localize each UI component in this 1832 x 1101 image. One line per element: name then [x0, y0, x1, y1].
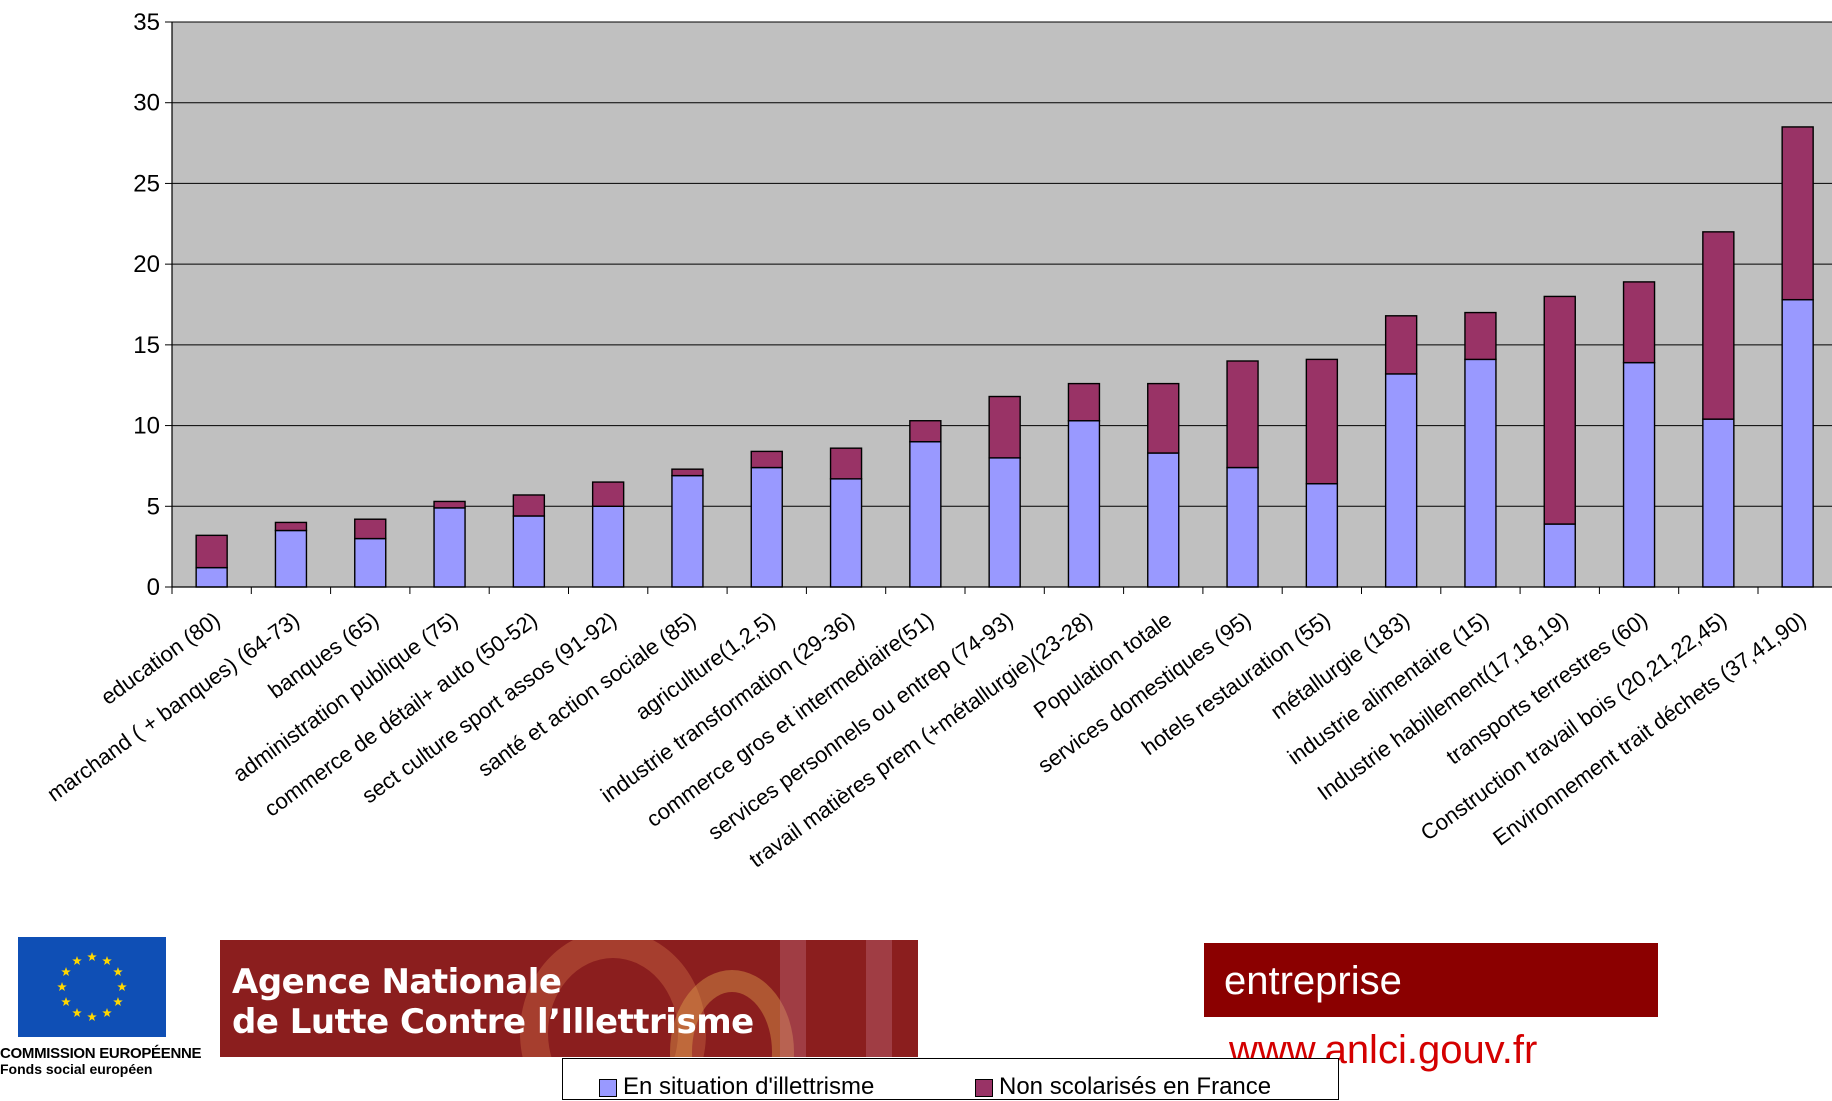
- bar-segment-non-scolarises: [591, 481, 625, 507]
- anlci-banner: Agence Nationale de Lutte Contre l’Illet…: [220, 940, 918, 1057]
- bars: [195, 126, 1814, 588]
- bar-segment-illettrisme: [1464, 358, 1497, 588]
- bar-segment-illettrisme: [1622, 361, 1656, 588]
- legend-label-non-scolarises: Non scolarisés en France: [999, 1073, 1272, 1100]
- bar-segment-non-scolarises: [1781, 126, 1814, 301]
- eu-star: [117, 982, 127, 992]
- bar-segment-non-scolarises: [195, 534, 228, 569]
- bar-segment-non-scolarises: [1305, 358, 1339, 485]
- bar-segment-non-scolarises: [1067, 382, 1101, 422]
- bar-segment-illettrisme: [354, 537, 387, 588]
- bar-segment-non-scolarises: [1622, 281, 1656, 364]
- eu-star: [87, 952, 97, 962]
- bar-segment-non-scolarises: [988, 395, 1021, 459]
- chart-legend: En situation d'illettrisme Non scolarisé…: [562, 1058, 1339, 1100]
- eu-caption-line1: COMMISSION EUROPÉENNE: [0, 1045, 202, 1062]
- eu-caption-line2: Fonds social européen: [0, 1060, 153, 1077]
- entreprise-label: entreprise: [1224, 959, 1402, 1003]
- legend-item-illettrisme: En situation d'illettrisme: [599, 1073, 874, 1101]
- eu-star: [113, 967, 123, 977]
- bar-segment-illettrisme: [1781, 298, 1814, 588]
- y-tick-labels: 0 5 10 15 20 25 30 35: [133, 9, 160, 601]
- eu-flag-logo: [18, 937, 166, 1037]
- eu-star: [87, 1012, 97, 1022]
- bar-segment-illettrisme: [1067, 420, 1101, 588]
- eu-star: [72, 1007, 82, 1018]
- bar-segment-non-scolarises: [274, 521, 308, 532]
- bar-segment-illettrisme: [512, 515, 546, 588]
- bar-segment-non-scolarises: [512, 494, 546, 517]
- eu-star: [61, 967, 71, 977]
- y-tick-label: 35: [133, 9, 160, 36]
- bar-segment-non-scolarises: [1702, 231, 1735, 420]
- bar-segment-non-scolarises: [1226, 360, 1259, 469]
- bar-segment-non-scolarises: [1147, 382, 1180, 454]
- bar-segment-illettrisme: [1702, 418, 1735, 588]
- y-tick-label: 5: [147, 493, 160, 520]
- bar-segment-non-scolarises: [671, 468, 704, 477]
- bar-segment-non-scolarises: [433, 500, 466, 509]
- bar-segment-illettrisme: [1384, 373, 1418, 588]
- bar-segment-illettrisme: [1147, 452, 1180, 588]
- bar-segment-illettrisme: [1305, 482, 1339, 588]
- axes: [165, 21, 1832, 594]
- eu-star: [113, 997, 123, 1007]
- x-category-label: Population totale: [1029, 607, 1176, 724]
- legend-item-non-scolarises: Non scolarisés en France: [975, 1073, 1271, 1101]
- bar-segment-illettrisme: [988, 457, 1021, 588]
- anlci-title-line1: Agence Nationale: [232, 962, 562, 1002]
- bar-segment-illettrisme: [671, 474, 704, 588]
- x-category-label: commerce gros et intermediaire(51): [642, 607, 939, 832]
- eu-star: [61, 997, 71, 1007]
- eu-star: [72, 956, 82, 966]
- eu-star: [102, 1007, 112, 1018]
- y-tick-label: 0: [147, 574, 160, 601]
- bar-segment-illettrisme: [1226, 466, 1259, 588]
- bar-segment-illettrisme: [829, 478, 863, 588]
- y-tick-label: 25: [133, 170, 160, 197]
- bar-segment-illettrisme: [195, 566, 228, 588]
- bar-segment-illettrisme: [433, 507, 466, 588]
- bar-segment-illettrisme: [274, 529, 308, 588]
- bar-segment-non-scolarises: [909, 420, 942, 443]
- entreprise-box: entreprise: [1204, 943, 1658, 1017]
- x-category-labels: education (80)marchand ( + banques) (64-…: [42, 607, 1810, 873]
- bar-segment-non-scolarises: [354, 518, 387, 540]
- eu-stars-icon: [57, 952, 127, 1022]
- bar-segment-illettrisme: [1543, 523, 1576, 588]
- bar-segment-illettrisme: [909, 441, 942, 588]
- bar-segment-illettrisme: [750, 466, 783, 588]
- eu-star: [102, 956, 112, 966]
- legend-swatch-illettrisme: [599, 1078, 617, 1097]
- bar-segment-non-scolarises: [1543, 295, 1576, 525]
- bar-segment-non-scolarises: [1384, 315, 1418, 375]
- anlci-title-line2: de Lutte Contre l’Illettrisme: [232, 1002, 754, 1042]
- bar-segment-non-scolarises: [750, 450, 783, 469]
- legend-swatch-non-scolarises: [975, 1078, 993, 1097]
- bar-segment-non-scolarises: [829, 447, 863, 480]
- y-tick-label: 15: [133, 332, 160, 359]
- bar-segment-illettrisme: [591, 505, 625, 588]
- eu-caption: COMMISSION EUROPÉENNE Fonds social europ…: [0, 1046, 220, 1076]
- eu-star: [57, 982, 67, 992]
- y-tick-label: 30: [133, 90, 160, 117]
- y-tick-label: 20: [133, 251, 160, 278]
- y-tick-label: 10: [133, 413, 160, 440]
- bar-segment-non-scolarises: [1464, 311, 1497, 361]
- legend-label-illettrisme: En situation d'illettrisme: [623, 1073, 875, 1100]
